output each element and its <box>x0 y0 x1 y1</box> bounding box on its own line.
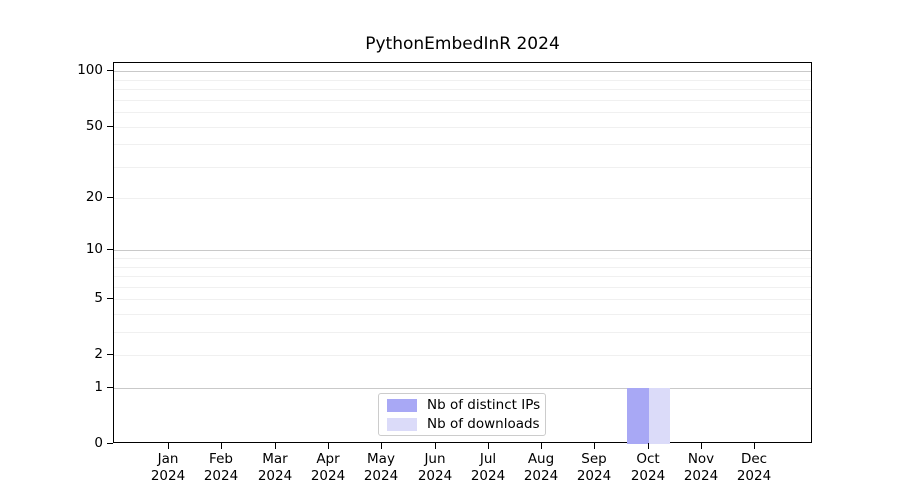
gridline-8 <box>114 267 811 268</box>
y-tick-mark-100 <box>107 70 113 71</box>
y-tick-label-10: 10 <box>85 241 103 257</box>
gridline-20 <box>114 198 811 199</box>
gridline-6 <box>114 287 811 288</box>
y-tick-label-1: 1 <box>94 379 103 395</box>
gridline-4 <box>114 314 811 315</box>
gridline-7 <box>114 276 811 277</box>
gridline-60 <box>114 112 811 113</box>
y-tick-mark-0 <box>107 443 113 444</box>
gridline-80 <box>114 89 811 90</box>
y-tick-label-100: 100 <box>77 62 103 78</box>
x-tick-mark-jul <box>488 443 489 449</box>
x-tick-label-feb: Feb 2024 <box>203 451 239 484</box>
gridline-40 <box>114 144 811 145</box>
legend: Nb of distinct IPs Nb of downloads <box>378 393 546 436</box>
x-tick-label-dec: Dec 2024 <box>736 451 772 484</box>
x-tick-label-may: May 2024 <box>363 451 399 484</box>
plot-area <box>113 62 812 444</box>
x-tick-label-aug: Aug 2024 <box>523 451 559 484</box>
x-tick-mark-dec <box>754 443 755 449</box>
x-tick-mark-sep <box>594 443 595 449</box>
gridline-3 <box>114 332 811 333</box>
gridline-70 <box>114 100 811 101</box>
x-tick-mark-may <box>381 443 382 449</box>
x-tick-mark-jun <box>435 443 436 449</box>
x-tick-label-sep: Sep 2024 <box>576 451 612 484</box>
x-tick-mark-aug <box>541 443 542 449</box>
legend-item-distinct-ips: Nb of distinct IPs <box>387 397 541 413</box>
y-tick-mark-20 <box>107 197 113 198</box>
x-tick-label-nov: Nov 2024 <box>683 451 719 484</box>
y-tick-mark-5 <box>107 298 113 299</box>
chart-title: PythonEmbedInR 2024 <box>365 34 560 54</box>
x-tick-label-jun: Jun 2024 <box>417 451 453 484</box>
gridline-9 <box>114 258 811 259</box>
x-tick-label-apr: Apr 2024 <box>310 451 346 484</box>
gridline-10 <box>114 250 811 251</box>
legend-swatch-distinct-ips <box>387 398 417 412</box>
legend-label-distinct-ips: Nb of distinct IPs <box>427 397 541 413</box>
bar-downloads-oct <box>648 388 670 444</box>
gridline-5 <box>114 299 811 300</box>
y-tick-label-50: 50 <box>85 118 103 134</box>
gridline-1 <box>114 388 811 389</box>
legend-swatch-downloads <box>387 417 417 431</box>
gridline-30 <box>114 167 811 168</box>
legend-item-downloads: Nb of downloads <box>387 416 540 432</box>
y-tick-label-2: 2 <box>94 346 103 362</box>
x-tick-mark-mar <box>275 443 276 449</box>
legend-label-downloads: Nb of downloads <box>427 416 540 432</box>
x-tick-mark-apr <box>328 443 329 449</box>
gridline-90 <box>114 80 811 81</box>
x-tick-label-jan: Jan 2024 <box>150 451 186 484</box>
y-tick-mark-2 <box>107 354 113 355</box>
gridline-50 <box>114 127 811 128</box>
x-tick-mark-feb <box>221 443 222 449</box>
x-tick-mark-jan <box>168 443 169 449</box>
x-tick-mark-nov <box>701 443 702 449</box>
x-tick-label-mar: Mar 2024 <box>257 451 293 484</box>
y-tick-mark-10 <box>107 249 113 250</box>
y-tick-mark-1 <box>107 387 113 388</box>
y-tick-mark-50 <box>107 126 113 127</box>
y-tick-label-5: 5 <box>94 290 103 306</box>
gridline-2 <box>114 355 811 356</box>
bar-distinct-ips-oct <box>627 388 649 444</box>
x-tick-mark-oct <box>648 443 649 449</box>
x-tick-label-oct: Oct 2024 <box>630 451 666 484</box>
gridline-100 <box>114 71 811 72</box>
y-tick-label-0: 0 <box>94 435 103 451</box>
y-tick-label-20: 20 <box>85 189 103 205</box>
x-tick-label-jul: Jul 2024 <box>470 451 506 484</box>
